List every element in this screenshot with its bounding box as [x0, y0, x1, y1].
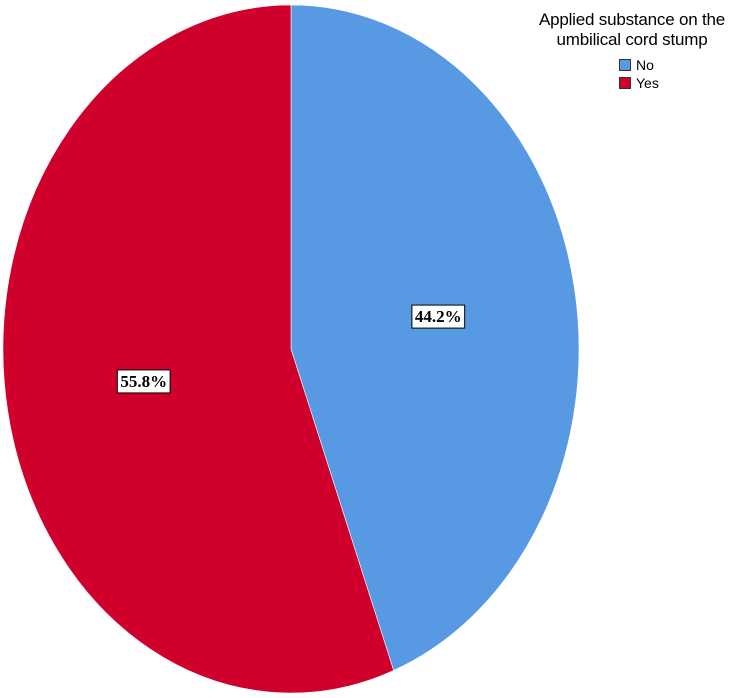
- legend-item-yes: Yes: [619, 74, 752, 92]
- legend-title: Applied substance on the umbilical cord …: [538, 10, 726, 49]
- legend-label-no: No: [636, 57, 654, 73]
- pie-slice-no: [290, 4, 580, 671]
- pie-slice-labels: 44.2% 55.8%: [116, 304, 466, 394]
- legend-label-yes: Yes: [636, 75, 659, 91]
- legend: Applied substance on the umbilical cord …: [512, 10, 752, 92]
- pie-slice-label-yes: 55.8%: [120, 372, 167, 391]
- pie-slices: [2, 4, 580, 694]
- pie-slice-label-box-no: [411, 304, 466, 329]
- pie-slice-yes: [2, 4, 395, 694]
- legend-items: No Yes: [619, 56, 752, 92]
- legend-swatch-no: [619, 59, 631, 71]
- legend-swatch-yes: [619, 77, 631, 89]
- pie-slice-label-no: 44.2%: [415, 307, 462, 326]
- pie-slice-label-box-yes: [116, 369, 171, 394]
- legend-item-no: No: [619, 56, 752, 74]
